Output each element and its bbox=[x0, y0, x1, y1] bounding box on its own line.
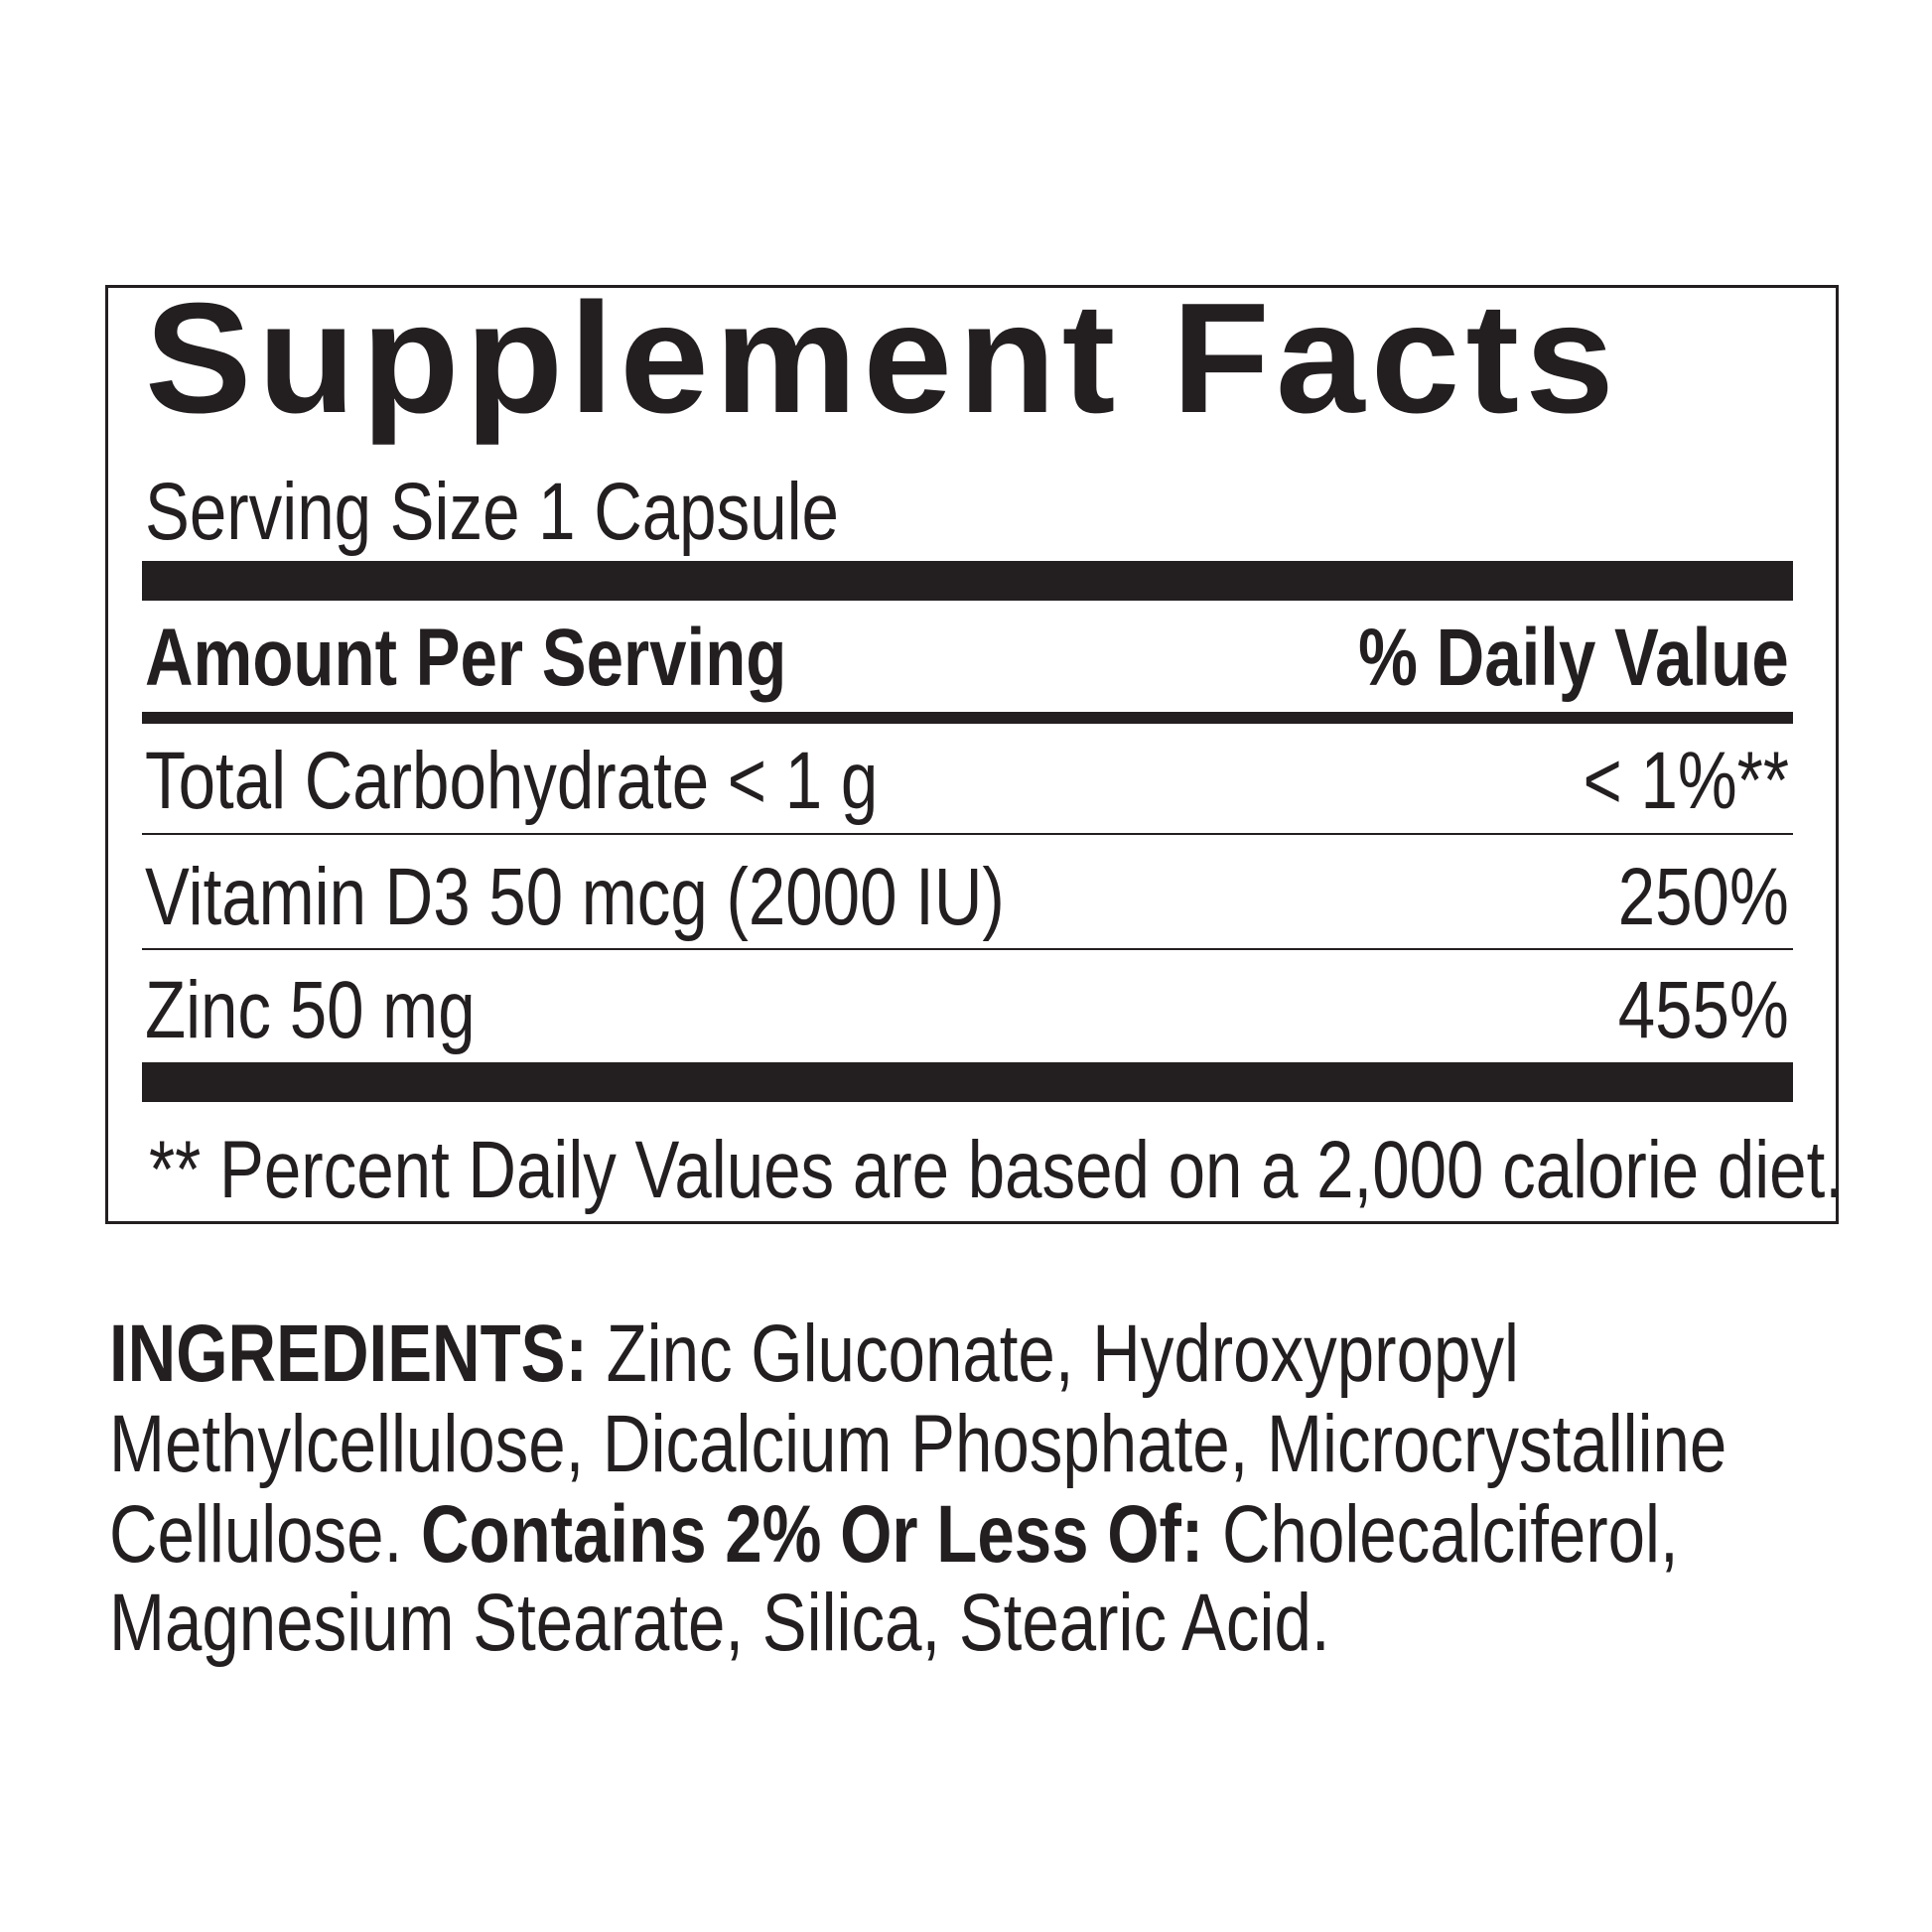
row-dv: 455% bbox=[1618, 965, 1789, 1055]
panel-title: Supplement Facts bbox=[145, 271, 1620, 446]
ingredients-text: Zinc Gluconate, Hydroxypropyl bbox=[587, 1309, 1519, 1399]
row-dv: < 1%** bbox=[1583, 736, 1789, 826]
ingredients-line: Methylcellulose, Dicalcium Phosphate, Mi… bbox=[109, 1399, 1727, 1489]
ingredients-line: INGREDIENTS: Zinc Gluconate, Hydroxyprop… bbox=[109, 1313, 1519, 1395]
contains-label: Contains 2% Or Less Of: bbox=[420, 1489, 1204, 1580]
serving-size: Serving Size 1 Capsule bbox=[145, 467, 839, 557]
ingredients-line: Cellulose. Contains 2% Or Less Of: Chole… bbox=[109, 1494, 1679, 1576]
thick-divider bbox=[142, 561, 1793, 601]
row-name: Vitamin D3 50 mcg (2000 IU) bbox=[145, 852, 1005, 942]
ingredients-line: Magnesium Stearate, Silica, Stearic Acid… bbox=[109, 1578, 1330, 1668]
row-dv: 250% bbox=[1618, 852, 1789, 942]
header-amount-per-serving: Amount Per Serving bbox=[145, 613, 787, 703]
header-daily-value: % Daily Value bbox=[1358, 613, 1789, 703]
row-divider bbox=[142, 833, 1793, 835]
row-divider bbox=[142, 948, 1793, 950]
ingredients-label: INGREDIENTS: bbox=[109, 1309, 588, 1399]
thick-divider bbox=[142, 1062, 1793, 1102]
footnote: ** Percent Daily Values are based on a 2… bbox=[149, 1125, 1844, 1215]
ingredients-text: Cholecalciferol, bbox=[1203, 1489, 1679, 1580]
row-name: Zinc 50 mg bbox=[145, 965, 476, 1055]
ingredients-text: Cellulose. bbox=[109, 1489, 421, 1580]
row-name: Total Carbohydrate < 1 g bbox=[145, 736, 879, 826]
medium-divider bbox=[142, 712, 1793, 724]
supplement-facts-panel bbox=[105, 285, 1839, 1224]
